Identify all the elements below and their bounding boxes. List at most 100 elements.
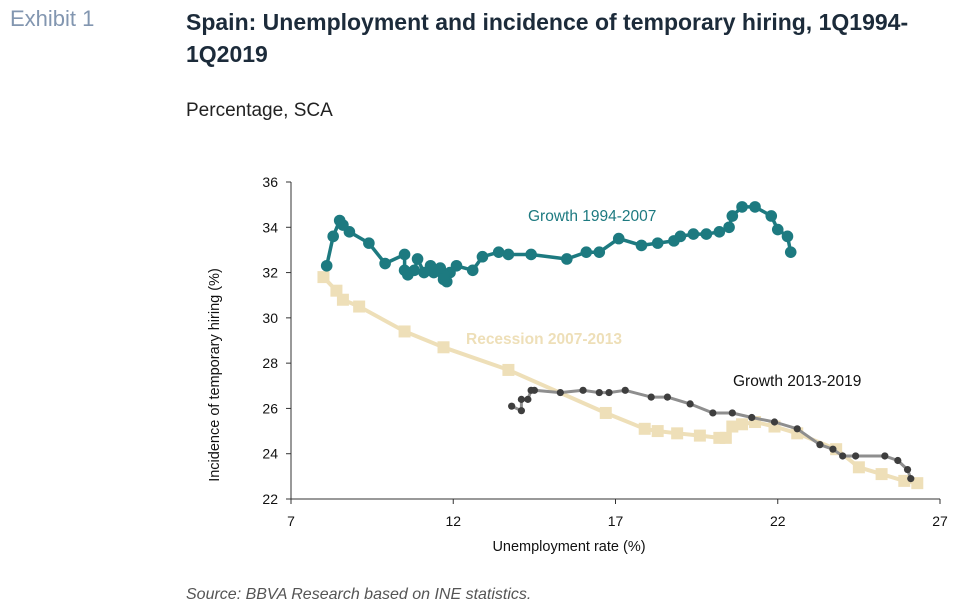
y-tick-label: 32 bbox=[262, 265, 278, 281]
data-point bbox=[771, 223, 784, 236]
data-point bbox=[502, 363, 515, 376]
data-point bbox=[320, 259, 333, 272]
data-point bbox=[700, 228, 713, 240]
data-point bbox=[894, 456, 902, 465]
data-point bbox=[726, 420, 739, 433]
series-layer bbox=[317, 201, 924, 490]
data-point bbox=[709, 409, 717, 417]
y-tick-label: 26 bbox=[262, 400, 278, 416]
y-tick-label: 36 bbox=[262, 174, 278, 190]
source-note: Source: BBVA Research based on INE stati… bbox=[186, 586, 532, 603]
data-point bbox=[635, 239, 648, 252]
data-point bbox=[398, 264, 411, 277]
data-point bbox=[647, 393, 655, 401]
y-tick-label: 34 bbox=[262, 219, 278, 235]
data-point bbox=[437, 341, 450, 354]
data-point bbox=[829, 445, 837, 453]
data-point bbox=[793, 425, 801, 433]
data-point bbox=[784, 246, 797, 258]
y-tick-label: 22 bbox=[262, 491, 278, 507]
exhibit-label: Exhibit 1 bbox=[10, 6, 95, 31]
data-point bbox=[593, 246, 606, 258]
data-point bbox=[492, 246, 505, 258]
data-point bbox=[502, 248, 515, 261]
annotation-growth-1994-2007: Growth 1994-2007 bbox=[528, 208, 656, 225]
data-point bbox=[508, 402, 516, 410]
data-point bbox=[466, 264, 479, 277]
data-point bbox=[687, 228, 700, 240]
data-point bbox=[517, 407, 525, 415]
data-point bbox=[852, 461, 865, 474]
data-point bbox=[353, 300, 366, 313]
data-point bbox=[748, 413, 756, 422]
data-point bbox=[839, 452, 847, 460]
data-point bbox=[330, 284, 343, 297]
data-point bbox=[527, 386, 535, 394]
data-point bbox=[770, 418, 779, 426]
series-0 bbox=[320, 201, 797, 288]
y-axis-ticks: 22 24 26 28 30 32 34 36 bbox=[262, 174, 291, 507]
data-point bbox=[713, 226, 726, 238]
data-point bbox=[476, 250, 489, 263]
data-point bbox=[605, 388, 613, 397]
series-2 bbox=[508, 386, 915, 483]
data-point bbox=[881, 452, 889, 460]
data-point bbox=[668, 235, 680, 247]
data-point bbox=[651, 425, 664, 438]
y-tick-label: 30 bbox=[262, 310, 278, 326]
chart-title: Spain: Unemployment and incidence of tem… bbox=[186, 9, 909, 67]
data-point bbox=[875, 468, 888, 481]
series-1 bbox=[317, 271, 924, 490]
data-point bbox=[852, 452, 860, 460]
data-point bbox=[612, 232, 625, 245]
data-point bbox=[556, 388, 564, 397]
x-tick-label: 22 bbox=[770, 513, 786, 529]
data-point bbox=[911, 477, 924, 490]
data-point bbox=[398, 248, 411, 261]
data-point bbox=[723, 221, 735, 234]
x-tick-label: 27 bbox=[932, 513, 948, 529]
data-point bbox=[651, 237, 664, 249]
data-point bbox=[621, 386, 629, 394]
data-point bbox=[327, 230, 339, 243]
x-tick-label: 17 bbox=[608, 513, 624, 529]
data-point bbox=[903, 465, 912, 474]
data-point bbox=[728, 409, 736, 417]
annotation-recession-2007-2013: Recession 2007-2013 bbox=[466, 331, 622, 348]
data-point bbox=[561, 253, 573, 265]
data-point bbox=[816, 441, 824, 449]
data-point bbox=[517, 395, 525, 403]
data-point bbox=[599, 406, 612, 419]
data-point bbox=[638, 422, 651, 435]
data-point bbox=[736, 201, 748, 213]
data-point bbox=[726, 210, 739, 222]
data-point bbox=[418, 266, 430, 279]
annotation-growth-2013-2019: Growth 2013-2019 bbox=[733, 373, 861, 390]
data-point bbox=[363, 237, 375, 249]
data-point bbox=[333, 214, 346, 227]
x-axis-ticks: 7 12 17 22 27 bbox=[287, 499, 948, 529]
data-point bbox=[379, 257, 391, 270]
data-point bbox=[765, 210, 778, 222]
data-point bbox=[736, 418, 749, 431]
data-point bbox=[686, 400, 694, 408]
data-point bbox=[693, 429, 706, 442]
y-tick-label: 28 bbox=[262, 355, 278, 371]
data-point bbox=[336, 293, 349, 306]
data-point bbox=[524, 395, 532, 403]
data-point bbox=[781, 230, 794, 243]
data-point bbox=[595, 388, 603, 397]
series-line bbox=[511, 388, 913, 480]
data-point bbox=[663, 393, 672, 401]
data-point bbox=[317, 271, 330, 284]
data-point bbox=[749, 201, 761, 213]
x-tick-label: 12 bbox=[445, 513, 461, 529]
y-tick-label: 24 bbox=[262, 446, 278, 462]
chart-subtitle: Percentage, SCA bbox=[186, 100, 333, 121]
data-point bbox=[719, 431, 732, 444]
data-point bbox=[580, 246, 593, 258]
data-point bbox=[411, 253, 424, 265]
x-axis-title: Unemployment rate (%) bbox=[492, 539, 645, 555]
x-tick-label: 7 bbox=[287, 513, 295, 529]
